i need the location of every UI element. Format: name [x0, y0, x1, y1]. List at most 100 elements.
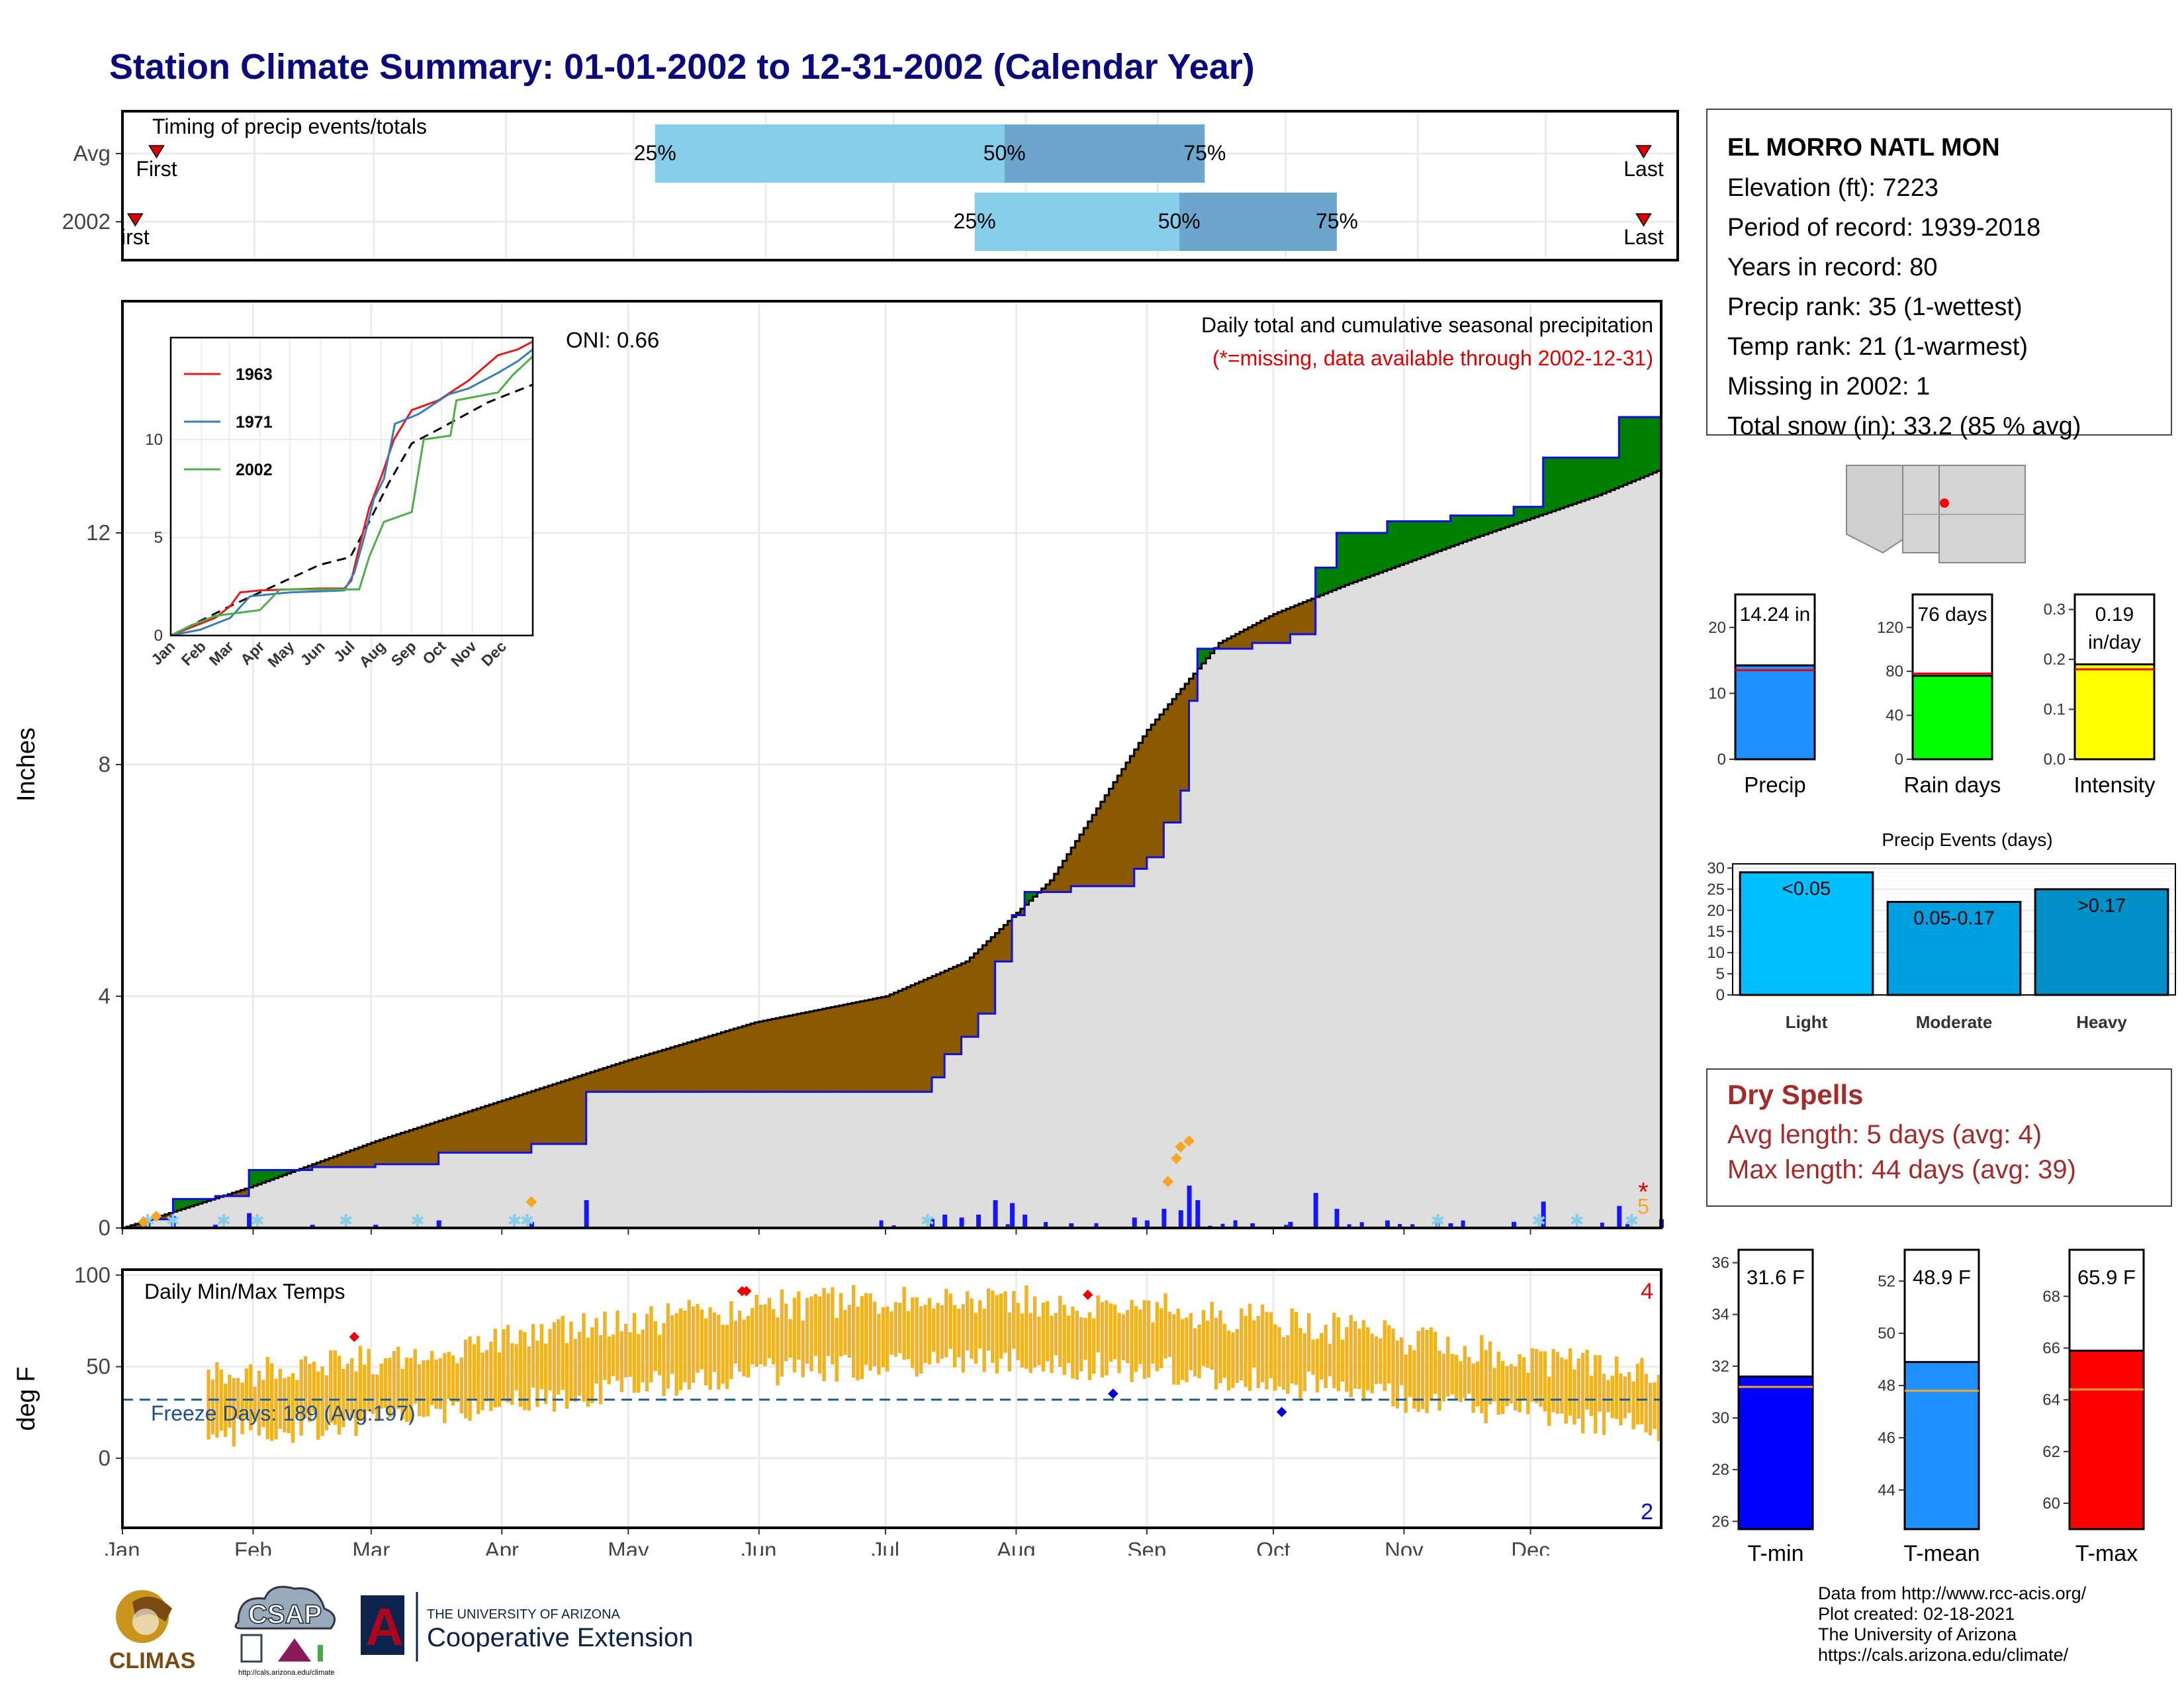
daily-temp-bar: [742, 1319, 746, 1377]
precip-below-fill: [379, 1139, 385, 1164]
daily-temp-bar: [400, 1368, 404, 1419]
precip-below-fill: [569, 1078, 574, 1145]
daily-temp-bar: [957, 1308, 961, 1358]
precip-under-obs: [422, 1164, 427, 1228]
precip-under-obs: [826, 1092, 831, 1228]
daily-temp-bar: [392, 1350, 396, 1417]
summary-value: 76 days: [1917, 604, 1987, 626]
precip-below-fill: [324, 1159, 330, 1168]
precip-below-fill: [619, 1062, 625, 1092]
precip-below-fill: [662, 1050, 667, 1092]
precip-above-fill: [269, 1170, 275, 1180]
daily-temp-bar: [438, 1358, 443, 1409]
precip-below-fill: [995, 933, 1000, 962]
precip-below-fill: [367, 1144, 372, 1168]
precip-below-fill: [363, 1145, 368, 1168]
precip-frame: [121, 300, 1662, 1229]
daily-temp-bar: [1328, 1343, 1332, 1377]
first-label: First: [136, 157, 177, 181]
precip-under-obs: [965, 1037, 970, 1228]
logos: CLIMAS CSAP http://cals.arizona.edu/clim…: [106, 1582, 768, 1681]
daily-temp-bar: [287, 1376, 291, 1433]
precip-below-fill: [784, 1016, 790, 1092]
precip-under-obs: [426, 1164, 431, 1228]
precip-below-fill: [624, 1061, 629, 1092]
precip-above-fill: [1484, 515, 1489, 535]
summary-ytick-label: 0: [1717, 751, 1726, 769]
daily-temp-bar: [367, 1348, 371, 1411]
inset-ytick-label: 0: [154, 627, 163, 645]
daily-temp-bar: [615, 1310, 619, 1381]
precip-below-fill: [805, 1012, 810, 1092]
precip-under-obs: [1041, 892, 1046, 1228]
precip-below-fill: [594, 1070, 600, 1092]
precip-under-obs: [1003, 961, 1009, 1228]
summary-ytick-label: 0.0: [2044, 751, 2066, 769]
daily-temp-bar: [970, 1298, 974, 1359]
precip-under-obs: [1167, 822, 1173, 1228]
timing-frame: [121, 110, 1679, 261]
precip-under-obs: [624, 1092, 629, 1228]
precip-under-obs: [940, 1077, 945, 1228]
daily-temp-bar: [670, 1315, 674, 1374]
precip-below-fill: [742, 1026, 747, 1092]
precip-below-fill: [1058, 867, 1064, 892]
daily-temp-bar: [919, 1306, 923, 1374]
precip-below-fill: [539, 1088, 545, 1145]
precip-under-obs: [480, 1152, 486, 1228]
precip-below-fill: [615, 1064, 621, 1092]
events-frame: [1732, 863, 2176, 996]
precip-under-obs: [244, 1196, 250, 1228]
precip-above-fill: [1631, 417, 1637, 482]
precip-under-obs: [383, 1164, 388, 1228]
daily-temp-bar: [1379, 1338, 1383, 1384]
daily-temp-bar: [1109, 1303, 1113, 1362]
precip-under-obs: [797, 1092, 802, 1228]
precip-under-obs: [1126, 886, 1130, 1228]
daily-temp-bar: [1657, 1374, 1661, 1442]
temp-summary-ytick-label: 64: [2042, 1391, 2060, 1409]
daily-temp-bar: [700, 1309, 704, 1370]
daily-temp-bar: [758, 1304, 763, 1365]
timing-pct-label: 75%: [1316, 209, 1358, 233]
daily-precip-bar: [1005, 1224, 1010, 1228]
daily-temp-bar: [1610, 1376, 1614, 1419]
precip-below-fill: [1290, 607, 1295, 635]
precip-below-fill: [1260, 620, 1265, 643]
last-label: Last: [1623, 157, 1664, 181]
temp-summary-bar: [2068, 1349, 2145, 1530]
daily-temp-bar: [1429, 1327, 1433, 1401]
daily-temp-bar: [1020, 1313, 1024, 1368]
precip-under-obs: [961, 1037, 966, 1228]
precip-under-obs: [1218, 649, 1224, 1228]
temp-summary-chart: 26 28 30 32 34 36 31.6 F T-min 44 46 48 50 52 48.9 F T…: [1711, 1248, 2145, 1566]
precip-below-fill: [864, 1000, 870, 1092]
daily-temp-bar: [1509, 1364, 1514, 1404]
daily-temp-bar: [856, 1306, 860, 1381]
precip-below-fill: [826, 1008, 831, 1092]
daily-temp-bar: [497, 1352, 502, 1407]
precip-under-obs: [767, 1092, 772, 1228]
precip-above-fill: [1408, 521, 1413, 562]
precip-under-obs: [645, 1092, 650, 1228]
daily-temp-bar: [835, 1317, 839, 1382]
daily-temp-bar: [1138, 1309, 1142, 1364]
precip-under-obs: [978, 1013, 983, 1228]
precip-above-fill: [1366, 533, 1371, 578]
precip-under-obs: [603, 1092, 608, 1228]
precip-under-obs: [725, 1092, 730, 1228]
precip-under-obs: [1172, 822, 1177, 1228]
events-ytick-label: 20: [1707, 902, 1725, 919]
precip-below-fill: [548, 1086, 553, 1145]
credit-plot-created: Plot created: 02-18-2021: [1818, 1604, 2015, 1624]
precip-under-obs: [455, 1152, 461, 1228]
precip-above-fill: [1598, 457, 1603, 496]
temp-summary-value: 65.9 F: [2077, 1266, 2136, 1289]
precip-below-fill: [1071, 847, 1076, 886]
summary-value: 0.19: [2095, 604, 2134, 626]
daily-temp-bar: [974, 1313, 978, 1364]
precip-under-obs: [1050, 892, 1055, 1228]
temp-ytick-label: 100: [74, 1262, 111, 1287]
daily-temp-bar: [1126, 1309, 1130, 1364]
daily-temp-bar: [514, 1344, 518, 1391]
